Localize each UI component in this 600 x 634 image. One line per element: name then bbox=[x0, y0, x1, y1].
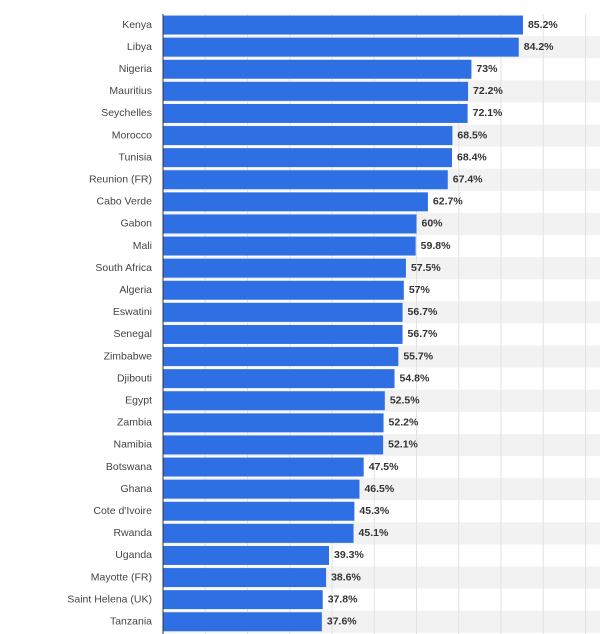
y-tick-label: Tunisia bbox=[119, 151, 153, 163]
y-tick-label: Zimbabwe bbox=[104, 350, 153, 362]
bar bbox=[163, 37, 519, 57]
value-label: 37.8% bbox=[328, 593, 358, 605]
y-tick-label: Nigeria bbox=[119, 63, 152, 75]
y-tick-label: Uganda bbox=[115, 549, 152, 561]
value-label: 57.5% bbox=[411, 262, 441, 274]
y-tick-label: Cote d'Ivoire bbox=[93, 505, 152, 517]
value-label: 39.3% bbox=[334, 549, 364, 561]
y-tick-label: Egypt bbox=[125, 395, 152, 407]
bar bbox=[163, 59, 472, 79]
y-tick-label: Rwanda bbox=[113, 527, 152, 539]
y-tick-label: Seychelles bbox=[101, 107, 152, 119]
y-tick-label: Zambia bbox=[117, 417, 152, 429]
y-tick-label: Libya bbox=[127, 41, 152, 53]
y-tick-label: Gabon bbox=[120, 218, 152, 230]
bar bbox=[163, 523, 354, 543]
value-label: 52.2% bbox=[389, 417, 419, 429]
bar bbox=[163, 148, 452, 168]
value-label: 45.3% bbox=[359, 505, 389, 517]
y-tick-label: Tanzania bbox=[110, 616, 152, 628]
bar bbox=[163, 126, 453, 146]
value-label: 45.1% bbox=[359, 527, 389, 539]
y-tick-label: Namibia bbox=[113, 439, 152, 451]
y-tick-label: Cabo Verde bbox=[97, 196, 153, 208]
bar bbox=[163, 280, 404, 300]
bar bbox=[163, 479, 360, 499]
value-label: 37.6% bbox=[327, 616, 357, 628]
y-tick-label: Botswana bbox=[106, 461, 152, 473]
bar bbox=[163, 192, 428, 212]
bar bbox=[163, 413, 384, 433]
bar bbox=[163, 391, 385, 411]
bar bbox=[163, 347, 399, 367]
bar bbox=[163, 457, 364, 477]
y-tick-label: Mayotte (FR) bbox=[91, 571, 152, 583]
y-tick-label: Kenya bbox=[122, 19, 152, 31]
bar bbox=[163, 501, 355, 521]
bar bbox=[163, 214, 417, 234]
value-label: 54.8% bbox=[400, 372, 430, 384]
value-label: 46.5% bbox=[364, 483, 394, 495]
value-label: 56.7% bbox=[408, 306, 438, 318]
y-tick-label: Saint Helena (UK) bbox=[67, 593, 152, 605]
value-label: 72.1% bbox=[473, 107, 503, 119]
bar bbox=[163, 81, 469, 101]
value-label: 84.2% bbox=[524, 41, 554, 53]
y-tick-label: Morocco bbox=[112, 129, 152, 141]
y-tick-label: Reunion (FR) bbox=[89, 174, 152, 186]
bar bbox=[163, 590, 323, 610]
bar bbox=[163, 103, 468, 123]
bar bbox=[163, 324, 403, 344]
value-label: 67.4% bbox=[453, 174, 483, 186]
value-label: 59.8% bbox=[421, 240, 451, 252]
bar bbox=[163, 369, 395, 389]
bar bbox=[163, 236, 416, 256]
bar bbox=[163, 15, 523, 35]
y-tick-label: Djibouti bbox=[117, 372, 152, 384]
value-label: 38.6% bbox=[331, 571, 361, 583]
value-label: 52.5% bbox=[390, 395, 420, 407]
y-tick-label: Mali bbox=[133, 240, 152, 252]
value-label: 68.4% bbox=[457, 151, 487, 163]
y-tick-label: Eswatini bbox=[113, 306, 152, 318]
bar bbox=[163, 258, 406, 278]
y-tick-label: Senegal bbox=[113, 328, 152, 340]
bar bbox=[163, 170, 448, 190]
y-tick-label: South Africa bbox=[95, 262, 152, 274]
bar bbox=[163, 435, 384, 455]
bar bbox=[163, 302, 403, 322]
value-label: 62.7% bbox=[433, 196, 463, 208]
value-label: 57% bbox=[409, 284, 431, 296]
bar bbox=[163, 568, 327, 588]
value-label: 56.7% bbox=[408, 328, 438, 340]
value-label: 73% bbox=[476, 63, 498, 75]
value-label: 68.5% bbox=[457, 129, 487, 141]
y-tick-label: Ghana bbox=[120, 483, 152, 495]
value-label: 47.5% bbox=[369, 461, 399, 473]
value-label: 60% bbox=[422, 218, 444, 230]
value-label: 55.7% bbox=[403, 350, 433, 362]
bar bbox=[163, 612, 322, 632]
value-label: 52.1% bbox=[388, 439, 418, 451]
bar bbox=[163, 545, 330, 565]
y-tick-label: Algeria bbox=[119, 284, 152, 296]
value-label: 72.2% bbox=[473, 85, 503, 97]
value-label: 85.2% bbox=[528, 19, 558, 31]
y-tick-label: Mauritius bbox=[109, 85, 152, 97]
